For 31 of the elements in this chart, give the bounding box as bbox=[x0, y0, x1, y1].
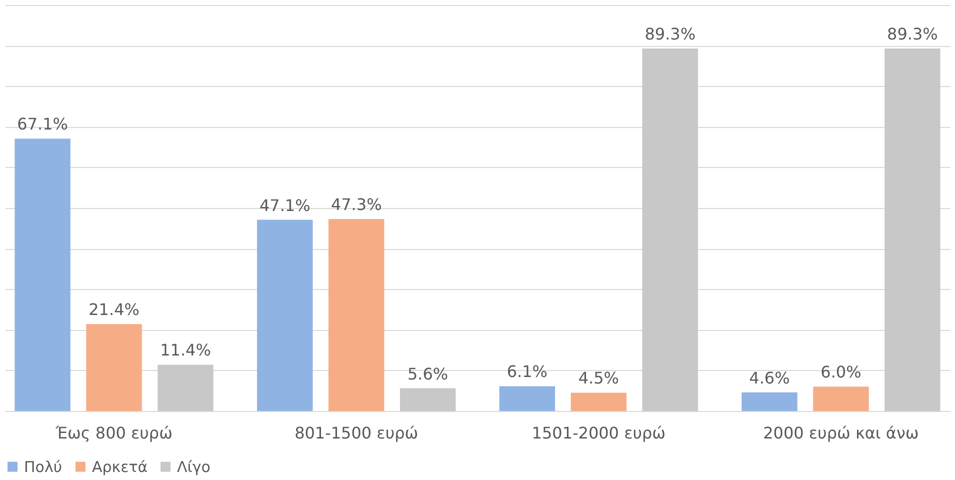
bar bbox=[257, 220, 313, 411]
bar bbox=[499, 386, 556, 411]
bar bbox=[158, 364, 214, 411]
legend-label: Λίγο bbox=[177, 458, 210, 476]
data-label: 6.0% bbox=[820, 362, 862, 382]
data-label: 11.4% bbox=[160, 340, 211, 360]
bar bbox=[642, 48, 698, 411]
bar bbox=[400, 388, 456, 411]
x-tick-label: 1501-2000 ευρώ bbox=[532, 424, 666, 442]
x-tick-label: 2000 ευρώ και άνω bbox=[763, 424, 919, 442]
bar bbox=[570, 392, 627, 411]
data-label: 5.6% bbox=[407, 364, 448, 384]
data-label: 47.1% bbox=[259, 196, 310, 215]
data-label: 47.3% bbox=[330, 194, 382, 214]
data-label: 21.4% bbox=[88, 300, 140, 320]
data-label: 89.3% bbox=[644, 24, 696, 44]
legend-label: Πολύ bbox=[24, 458, 62, 476]
bar bbox=[813, 386, 869, 411]
bar bbox=[86, 324, 142, 411]
data-label: 4.5% bbox=[578, 368, 619, 388]
x-tick-label: Έως 800 ευρώ bbox=[54, 424, 172, 442]
data-label: 4.6% bbox=[749, 368, 790, 388]
data-label: 6.1% bbox=[506, 362, 548, 382]
bar bbox=[14, 138, 70, 411]
bar bbox=[884, 48, 940, 411]
legend-label: Αρκετά bbox=[92, 458, 148, 476]
bar bbox=[328, 218, 384, 411]
x-tick-label: 801-1500 ευρώ bbox=[294, 424, 418, 442]
data-label: 89.3% bbox=[887, 24, 938, 44]
bar bbox=[742, 392, 798, 411]
data-label: 67.1% bbox=[17, 114, 68, 134]
